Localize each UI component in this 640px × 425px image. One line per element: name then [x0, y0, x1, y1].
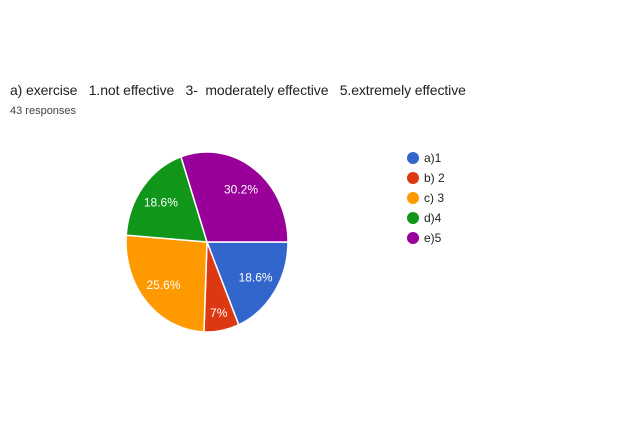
question-title: a) exercise 1.not effective 3- moderatel… [10, 82, 466, 98]
legend-label: e)5 [424, 231, 442, 245]
slice-percent-label: 7% [210, 306, 228, 320]
legend-item: e)5 [407, 228, 445, 248]
responses-count: 43 responses [10, 105, 77, 117]
pie-slice-e5[interactable] [180, 151, 289, 243]
legend-swatch [407, 232, 419, 244]
slice-percent-label: 18.6% [144, 195, 178, 209]
legend-item: b) 2 [407, 168, 445, 188]
pie-slice-a1[interactable] [206, 241, 289, 326]
legend-label: a)1 [424, 151, 442, 165]
legend-swatch [407, 172, 419, 184]
legend-item: d)4 [407, 208, 445, 228]
slice-percent-label: 18.6% [239, 271, 273, 285]
slice-percent-label: 25.6% [146, 278, 180, 292]
pie-slice-c3[interactable] [125, 234, 208, 333]
chart-legend: a)1 b) 2 c) 3 d)4 e)5 [407, 148, 445, 248]
legend-item: a)1 [407, 148, 445, 168]
slice-percent-label: 30.2% [224, 182, 258, 196]
legend-swatch [407, 212, 419, 224]
legend-label: c) 3 [424, 191, 445, 205]
legend-item: c) 3 [407, 188, 445, 208]
legend-label: b) 2 [424, 171, 445, 185]
legend-label: d)4 [424, 211, 442, 225]
legend-swatch [407, 192, 419, 204]
legend-swatch [407, 152, 419, 164]
